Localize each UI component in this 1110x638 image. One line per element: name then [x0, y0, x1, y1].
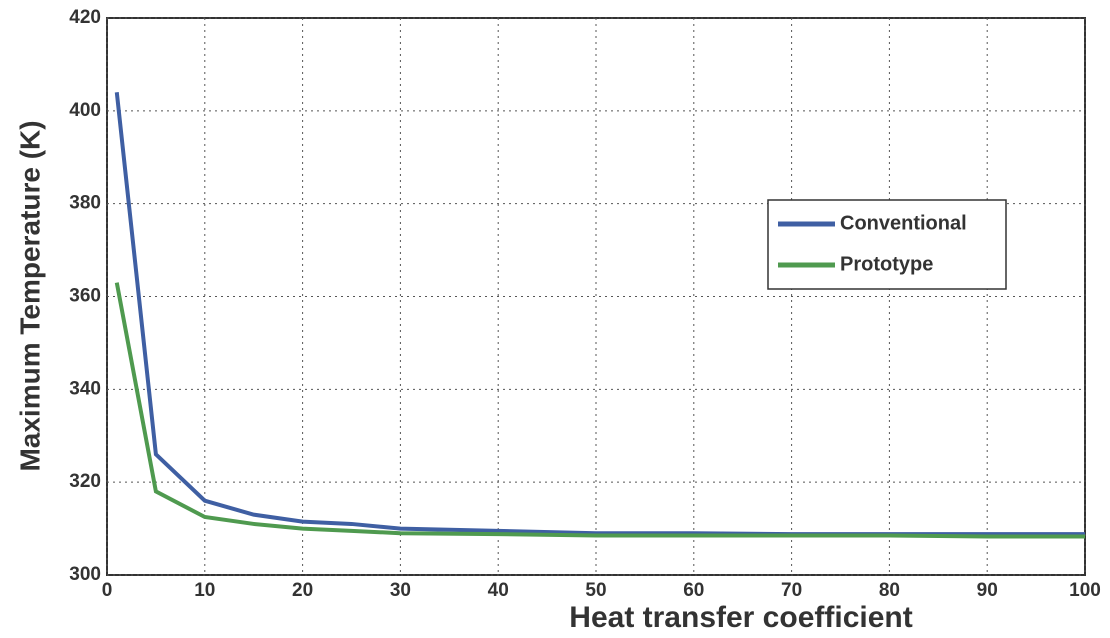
x-tick-label: 30 [390, 580, 411, 601]
x-tick-label: 80 [879, 580, 900, 601]
y-tick-label: 380 [69, 193, 101, 214]
x-tick-label: 70 [781, 580, 802, 601]
x-tick-label: 100 [1069, 580, 1101, 601]
legend-label: Conventional [840, 212, 967, 234]
y-tick-label: 400 [69, 100, 101, 121]
y-tick-label: 360 [69, 286, 101, 307]
y-tick-label: 340 [69, 378, 101, 399]
x-tick-label: 0 [102, 580, 113, 601]
plot-area [106, 17, 1086, 576]
series-line [114, 282, 1085, 539]
x-tick-label: 50 [585, 580, 606, 601]
x-tick-label: 20 [292, 580, 313, 601]
x-tick-label: 90 [977, 580, 998, 601]
x-tick-label: 40 [488, 580, 509, 601]
y-tick-label: 300 [69, 564, 101, 585]
y-tick-label: 320 [69, 471, 101, 492]
x-axis-label: Heat transfer coefficient [569, 601, 912, 634]
x-tick-label: 60 [683, 580, 704, 601]
y-axis-label: Maximum Temperature (K) [14, 120, 45, 471]
y-tick-label: 420 [69, 7, 101, 28]
legend-label: Prototype [840, 253, 933, 275]
legend-box [767, 199, 1007, 290]
x-tick-label: 10 [194, 580, 215, 601]
